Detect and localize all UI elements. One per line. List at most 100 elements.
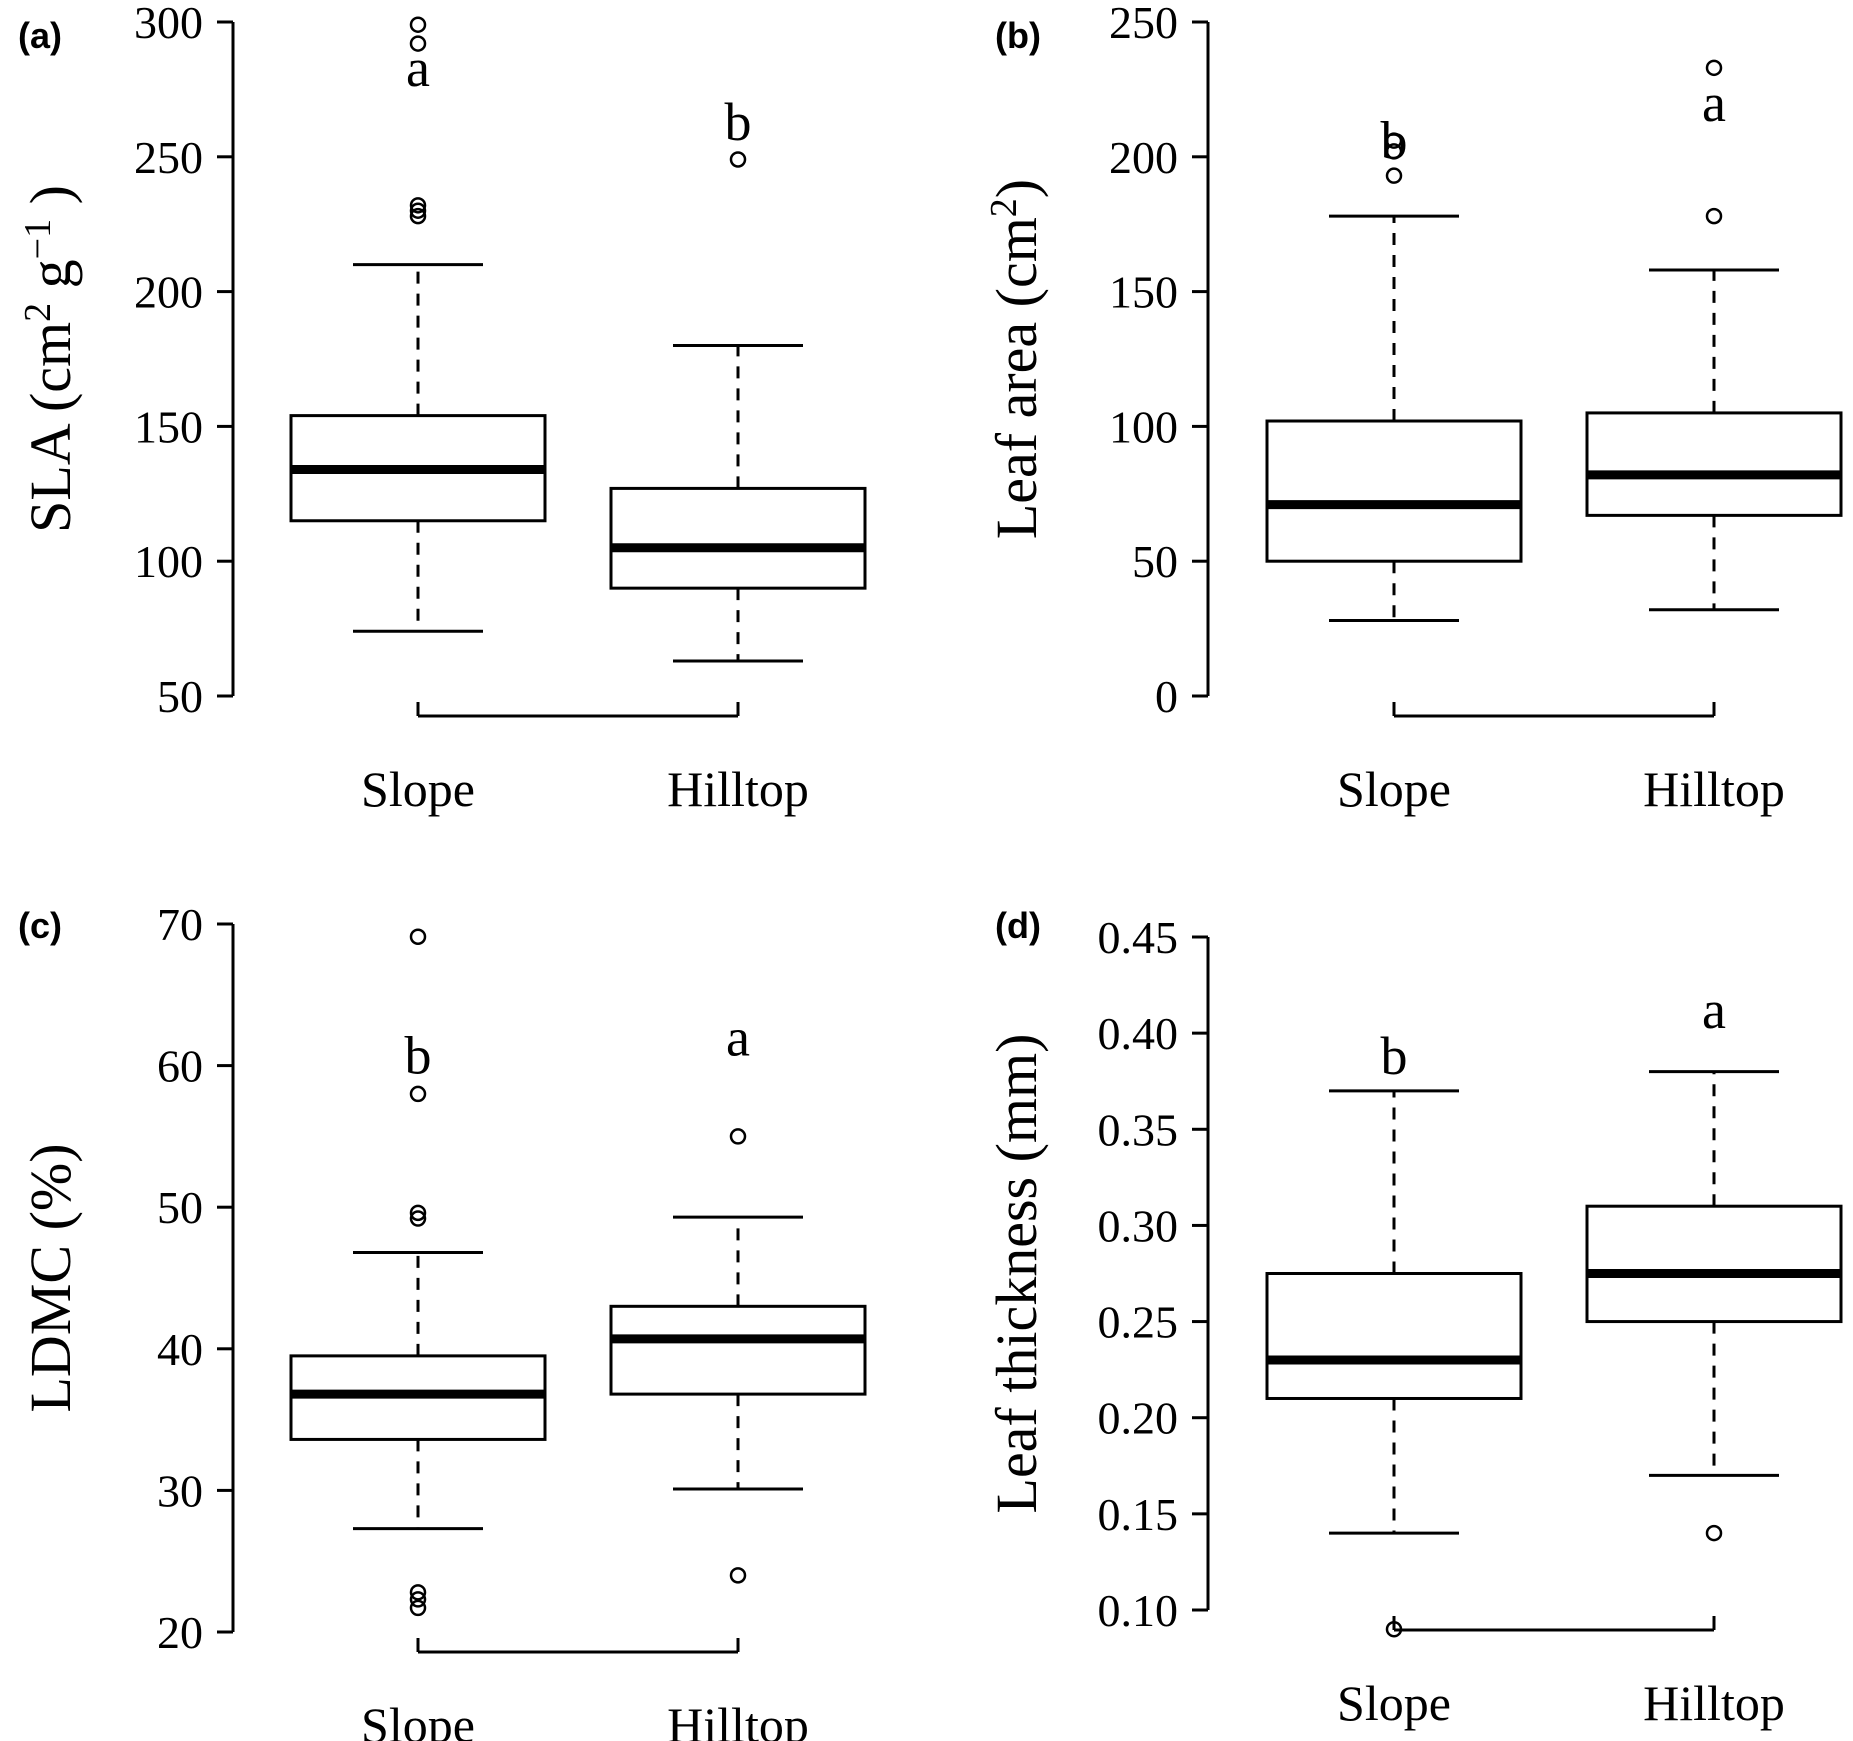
y-tick-label: 20 (157, 1607, 203, 1658)
box-hilltop: a (1585, 980, 1843, 1542)
iqr-box (1585, 411, 1843, 517)
panel-label: (b) (995, 15, 1041, 56)
y-tick-label: 30 (157, 1465, 203, 1516)
panel-label: (a) (18, 15, 62, 56)
y-tick-label: 50 (1132, 536, 1178, 587)
y-axis-title-part: Leaf thickness (mm) (984, 1034, 1049, 1514)
y-tick-label: 60 (157, 1041, 203, 1092)
outlier-point (409, 16, 427, 33)
outlier-point (729, 151, 747, 168)
y-tick-label: 100 (134, 536, 203, 587)
panel-a: (a) 50 100 150 200 250 300 Slope Hilltop SLA (cm2… (17, 0, 867, 817)
iqr-box (1265, 1272, 1523, 1400)
y-tick-label: 0.45 (1098, 912, 1179, 963)
y-tick-label: 0.30 (1098, 1200, 1179, 1251)
outlier-point (409, 1085, 427, 1103)
outlier-point (1385, 1620, 1403, 1638)
y-tick-label: 70 (157, 899, 203, 950)
outlier-point (409, 1204, 427, 1222)
x-tick-label: Slope (361, 761, 475, 817)
significance-letter: a (726, 1007, 750, 1067)
y-tick-label: 250 (1109, 0, 1178, 48)
y-tick-label: 100 (1109, 401, 1178, 452)
significance-letter: a (406, 38, 430, 98)
y-axis-title-part: ) (984, 179, 1049, 198)
box-slope: b (289, 928, 547, 1617)
y-axis-title-part: ) (18, 185, 83, 219)
x-tick-label: Slope (361, 1697, 475, 1741)
x-tick-label: Hilltop (1643, 1675, 1785, 1731)
outlier-point (1705, 1524, 1723, 1542)
y-axis-title: Leaf thickness (mm) (984, 1034, 1049, 1514)
outlier-point (729, 1567, 747, 1584)
outlier-point (1705, 59, 1723, 77)
y-axis-title: LDMC (%) (18, 1143, 83, 1412)
outlier-point (409, 35, 427, 52)
outlier-point (409, 1591, 427, 1608)
y-tick-label: 0 (1155, 671, 1178, 722)
iqr-box (1585, 1204, 1843, 1324)
significance-letter: b (405, 1026, 432, 1086)
box-hilltop: a (1585, 59, 1843, 612)
significance-letter: b (725, 92, 752, 152)
box-slope: b (1265, 111, 1523, 623)
significance-letter: a (1702, 980, 1726, 1040)
y-tick-label: 0.10 (1098, 1585, 1179, 1636)
y-tick-label: 200 (1109, 132, 1178, 183)
box-slope: a (289, 16, 547, 633)
outlier-point (1705, 207, 1723, 225)
y-axis-title: SLA (cm2 g−1 ) (17, 185, 83, 533)
outlier-point (409, 207, 427, 225)
x-tick-label: Hilltop (667, 1697, 809, 1741)
x-tick-label: Slope (1337, 761, 1451, 817)
y-axis-title-part: −1 (17, 219, 59, 259)
y-tick-label: 300 (134, 0, 203, 48)
y-axis-title-part: Leaf area (cm (984, 217, 1049, 539)
y-tick-label: 150 (1109, 267, 1178, 318)
panel-label: (d) (995, 905, 1041, 946)
outlier-point (409, 1210, 427, 1227)
y-axis-title-part: g (18, 259, 83, 303)
outlier-point (729, 1128, 747, 1145)
significance-letter: a (1702, 73, 1726, 133)
panel-d: (d) 0.10 0.15 0.20 0.25 0.30 0.35 0.40 0.45 Slope… (984, 905, 1843, 1731)
y-tick-label: 0.15 (1098, 1489, 1179, 1540)
x-tick-label: Slope (1337, 1675, 1451, 1731)
box-hilltop: a (609, 1007, 867, 1584)
y-axis-title-part: LDMC (%) (18, 1143, 83, 1412)
outlier-point (409, 197, 427, 214)
y-axis-title-part: SLA (cm (18, 322, 83, 533)
y-tick-label: 50 (157, 671, 203, 722)
y-axis-title-part: 2 (17, 303, 59, 322)
y-tick-label: 40 (157, 1324, 203, 1375)
y-tick-label: 0.40 (1098, 1008, 1179, 1059)
x-tick-label: Hilltop (667, 761, 809, 817)
x-tick-label: Hilltop (1643, 761, 1785, 817)
iqr-box (609, 1304, 867, 1396)
y-tick-label: 50 (157, 1182, 203, 1233)
outlier-point (1385, 132, 1403, 149)
box-slope: b (1265, 1026, 1523, 1638)
outlier-point (1385, 167, 1403, 184)
y-tick-label: 150 (134, 401, 203, 452)
iqr-box (609, 486, 867, 590)
panel-c: (c) 20 30 40 50 60 70 Slope Hilltop LDMC (%) b a (18, 899, 867, 1741)
iqr-box (1265, 419, 1523, 563)
outlier-point (409, 1584, 427, 1601)
significance-letter: b (1381, 1026, 1408, 1086)
y-tick-label: 250 (134, 132, 203, 183)
significance-letter: b (1381, 111, 1408, 171)
outlier-point (409, 202, 427, 219)
panel-label: (c) (18, 905, 62, 946)
y-tick-label: 0.25 (1098, 1297, 1179, 1348)
y-axis-title-part: 2 (983, 198, 1025, 217)
outlier-point (409, 1599, 427, 1617)
y-tick-label: 0.20 (1098, 1393, 1179, 1444)
outlier-point (409, 928, 427, 945)
outlier-point (1385, 143, 1403, 160)
panel-b: (b) 0 50 100 150 200 250 Slope Hilltop Leaf area … (983, 0, 1843, 817)
y-axis-title: Leaf area (cm2) (983, 179, 1049, 539)
y-tick-label: 200 (134, 267, 203, 318)
y-tick-label: 0.35 (1098, 1104, 1179, 1155)
